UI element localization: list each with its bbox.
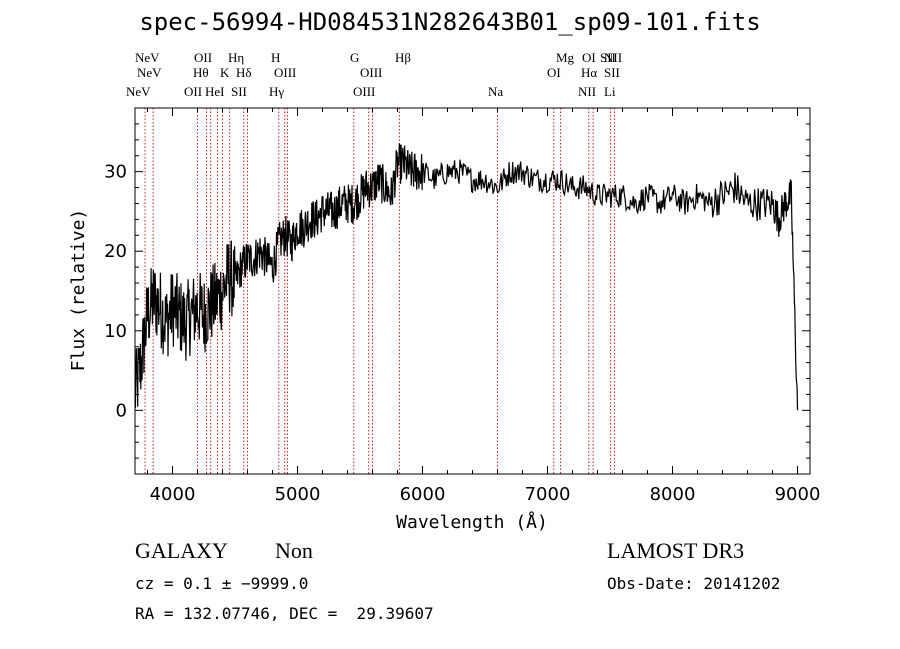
survey-label: LAMOST DR3: [607, 538, 745, 563]
emission-label-top-2: Hη: [228, 50, 244, 65]
emission-label-bottom-1: OII: [184, 84, 202, 99]
object-type: GALAXY: [135, 538, 228, 563]
x-tick-label-9000: 9000: [775, 484, 821, 505]
emission-label-mid-4: OIII: [274, 65, 296, 80]
emission-label-mid-7: Hα: [581, 65, 597, 80]
y-axis-ticks: 0 10 20 30: [104, 123, 810, 459]
emission-label-top-9: SII: [600, 50, 616, 65]
emission-label-top-6: Mg: [556, 50, 575, 65]
emission-label-top-7: OI: [582, 50, 596, 65]
emission-label-mid-2: K: [220, 65, 230, 80]
emission-label-top-1: OII: [194, 50, 212, 65]
emission-label-bottom-0: NeV: [126, 84, 151, 99]
emission-label-top-8: NII: [604, 50, 622, 65]
emission-label-top-4: G: [350, 50, 359, 65]
emission-label-bottom-6: Na: [488, 84, 503, 99]
emission-label-top-0: NeV: [135, 50, 160, 65]
emission-label-bottom-8: Li: [604, 84, 616, 99]
emission-label-bottom-4: Hγ: [269, 84, 284, 99]
emission-label-mid-0: NeV: [137, 65, 162, 80]
x-tick-label-8000: 8000: [650, 484, 696, 505]
object-subclass: Non: [275, 538, 313, 563]
x-axis-label: Wavelength (Å): [396, 511, 548, 533]
emission-label-top-5: Hβ: [395, 50, 411, 65]
spectrum-series-line: [134, 143, 799, 411]
y-tick-label-20: 20: [104, 241, 127, 262]
x-tick-label-7000: 7000: [525, 484, 571, 505]
plot-frame: [134, 107, 811, 475]
emission-label-bottom-5: OIII: [353, 84, 375, 99]
emission-label-mid-1: Hθ: [193, 65, 209, 80]
x-tick-label-4000: 4000: [150, 484, 196, 505]
x-tick-label-5000: 5000: [275, 484, 321, 505]
chart-title: spec-56994-HD084531N282643B01_sp09-101.f…: [139, 8, 761, 36]
emission-label-bottom-2: HeI: [205, 84, 225, 99]
emission-label-mid-3: Hδ: [236, 65, 252, 80]
redshift-line: cz = 0.1 ± −9999.0: [135, 574, 309, 593]
x-axis-ticks: 4000 5000 6000 7000 8000 9000: [147, 108, 821, 505]
x-tick-label-6000: 6000: [400, 484, 446, 505]
emission-label-top-3: H: [271, 50, 280, 65]
y-axis-label: Flux (relative): [68, 209, 89, 372]
emission-label-bottom-3: SII: [231, 84, 247, 99]
emission-label-mid-6: OI: [547, 65, 561, 80]
y-tick-label-30: 30: [104, 162, 127, 183]
y-tick-label-0: 0: [116, 400, 127, 421]
y-tick-label-10: 10: [104, 321, 127, 342]
emission-line-markers: [144, 108, 615, 474]
emission-label-mid-5: OIII: [360, 65, 382, 80]
emission-label-mid-8: SII: [604, 65, 620, 80]
ra-dec-line: RA = 132.07746, DEC = 29.39607: [135, 604, 434, 623]
obs-date: Obs-Date: 20141202: [607, 574, 781, 593]
emission-label-bottom-7: NII: [578, 84, 596, 99]
